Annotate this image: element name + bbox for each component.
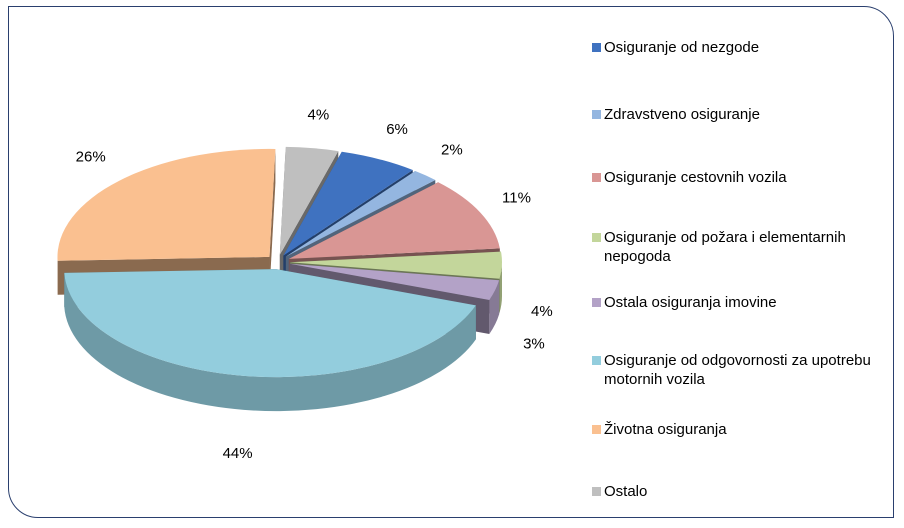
slice	[285, 171, 436, 257]
data-label: 26%	[76, 149, 106, 166]
legend-label: Zdravstveno osiguranje	[604, 106, 760, 123]
legend-label: Ostala osiguranja imovine	[604, 294, 777, 311]
data-label: 4%	[531, 303, 553, 320]
slice	[57, 148, 276, 261]
chart-frame	[8, 6, 894, 518]
legend-item: Ostala osiguranja imovine	[592, 293, 872, 312]
slice-side	[64, 272, 476, 412]
legend-item: Zdravstveno osiguranje	[592, 105, 872, 124]
data-label: 3%	[523, 335, 545, 352]
slice	[288, 182, 500, 259]
legend-item: Osiguranje od požara i elementarnih nepo…	[592, 228, 872, 266]
legend-item: Životna osiguranja	[592, 420, 872, 439]
legend-item: Osiguranje od nezgode	[592, 38, 872, 57]
slice-side	[499, 262, 502, 313]
slice	[279, 146, 339, 255]
data-label: 11%	[502, 189, 531, 206]
legend-swatch	[592, 110, 601, 119]
legend-label: Ostalo	[604, 483, 648, 500]
slice-side	[489, 280, 500, 334]
data-label: 4%	[308, 107, 330, 124]
legend-label: Osiguranje od odgovornosti za upotrebu m…	[604, 352, 871, 388]
slice	[64, 269, 476, 412]
legend-item: Osiguranje cestovnih vozila	[592, 168, 872, 187]
legend-swatch	[592, 298, 601, 307]
legend-swatch	[592, 425, 601, 434]
legend-swatch	[592, 233, 601, 242]
data-label: 6%	[386, 121, 408, 138]
slice-wall	[269, 148, 276, 291]
slice	[289, 251, 502, 279]
legend-swatch	[592, 487, 601, 496]
data-label: 2%	[441, 142, 463, 159]
slice	[283, 151, 413, 256]
legend-swatch	[592, 43, 601, 52]
legend-label: Životna osiguranja	[604, 421, 727, 438]
legend-item: Osiguranje od odgovornosti za upotrebu m…	[592, 351, 872, 389]
data-label: 44%	[223, 445, 253, 462]
legend-label: Osiguranje od nezgode	[604, 39, 760, 56]
legend-label: Osiguranje cestovnih vozila	[604, 169, 787, 186]
legend-swatch	[592, 356, 601, 365]
legend-item: Ostalo	[592, 482, 872, 501]
slice	[64, 269, 476, 378]
legend-swatch	[592, 173, 601, 182]
legend-label: Osiguranje od požara i elementarnih nepo…	[604, 229, 846, 265]
slice	[289, 263, 500, 300]
